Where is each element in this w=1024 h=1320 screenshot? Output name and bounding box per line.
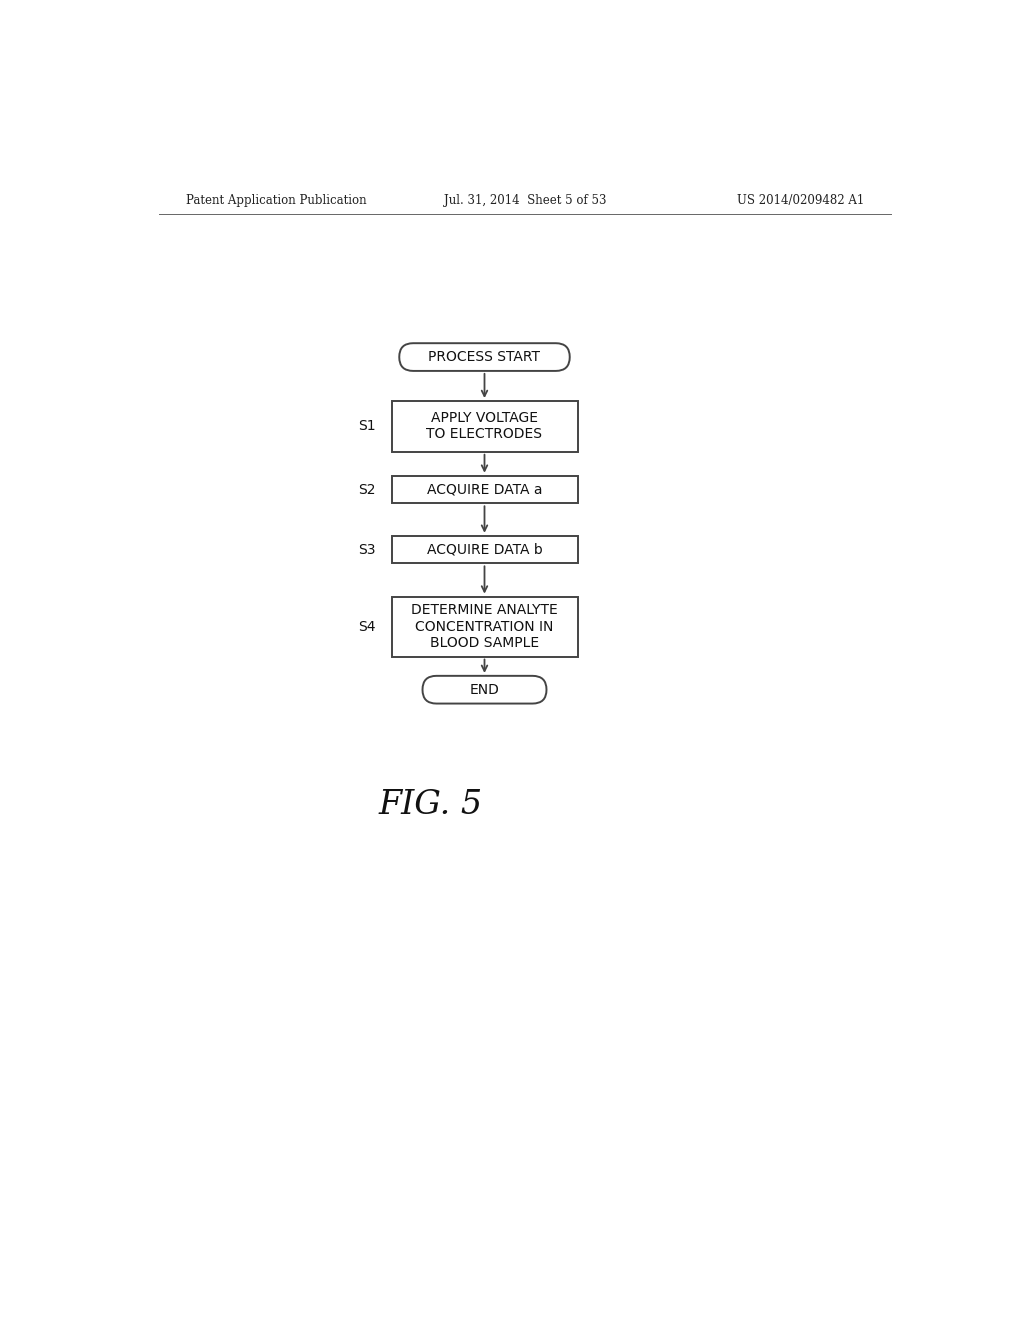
Text: Patent Application Publication: Patent Application Publication [186, 194, 367, 207]
Bar [391, 536, 578, 564]
Text: ACQUIRE DATA a: ACQUIRE DATA a [427, 483, 543, 496]
Text: US 2014/0209482 A1: US 2014/0209482 A1 [737, 194, 864, 207]
Text: END: END [470, 682, 500, 697]
Text: ACQUIRE DATA b: ACQUIRE DATA b [427, 543, 543, 557]
FancyBboxPatch shape [423, 676, 547, 704]
Text: Jul. 31, 2014  Sheet 5 of 53: Jul. 31, 2014 Sheet 5 of 53 [443, 194, 606, 207]
Text: S4: S4 [358, 619, 376, 634]
Text: S3: S3 [358, 543, 376, 557]
Bar [391, 475, 578, 503]
Bar [391, 597, 578, 656]
Text: S1: S1 [358, 420, 376, 433]
FancyBboxPatch shape [399, 343, 569, 371]
Bar [391, 401, 578, 451]
Text: S2: S2 [358, 483, 376, 496]
Text: APPLY VOLTAGE
TO ELECTRODES: APPLY VOLTAGE TO ELECTRODES [427, 412, 543, 441]
Text: DETERMINE ANALYTE
CONCENTRATION IN
BLOOD SAMPLE: DETERMINE ANALYTE CONCENTRATION IN BLOOD… [411, 603, 558, 649]
Text: PROCESS START: PROCESS START [428, 350, 541, 364]
Text: FIG. 5: FIG. 5 [378, 789, 482, 821]
